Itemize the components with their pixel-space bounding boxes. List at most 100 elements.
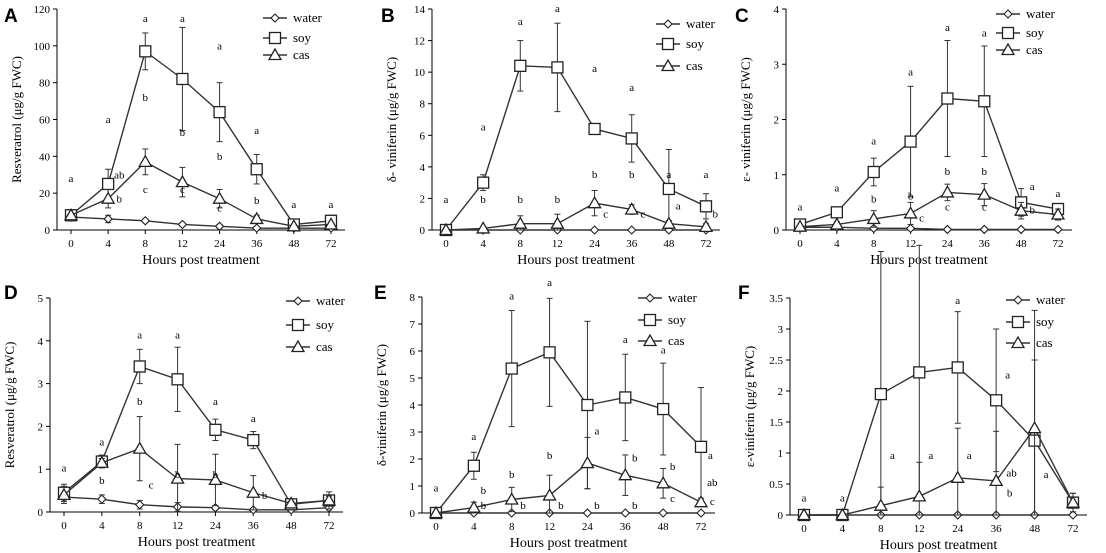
significance-letter: a (840, 492, 845, 504)
point-cas (438, 222, 454, 236)
legend-label-soy: soy (668, 312, 687, 327)
significance-letter: b (632, 453, 638, 465)
significance-letter: b (117, 193, 123, 205)
y-tick-label: 0.5 (769, 479, 783, 491)
x-axis-label: Hours post treatment (870, 253, 988, 268)
significance-letter: b (480, 194, 486, 206)
series-line-cas (435, 462, 702, 514)
x-tick-label: 12 (905, 238, 916, 250)
significance-letter: a (481, 122, 486, 134)
point-cas (212, 191, 227, 204)
y-tick-label: 3 (774, 59, 780, 71)
legend-marker-water (270, 13, 280, 23)
series-water (431, 508, 706, 518)
significance-letter: c (919, 213, 924, 225)
point-soy (467, 459, 481, 472)
y-tick-label: 0 (38, 507, 44, 519)
point-cas (504, 492, 519, 505)
point-soy (551, 61, 564, 74)
point-soy (139, 45, 152, 58)
significance-letter: a (834, 182, 839, 194)
x-tick-label: 4 (105, 238, 111, 250)
point-soy (941, 92, 954, 105)
legend-marker-water (293, 296, 303, 306)
point-cas (321, 493, 337, 506)
x-tick-label: 48 (288, 238, 300, 250)
x-tick-label: 4 (471, 521, 477, 533)
significance-letter: a (444, 194, 449, 206)
significance-letter: b (632, 500, 638, 512)
significance-letter: c (670, 493, 675, 505)
point-cas (903, 206, 918, 219)
x-tick-label: 72 (696, 521, 707, 533)
x-tick-label: 36 (251, 238, 263, 250)
significance-letter: a (802, 492, 807, 504)
point-soy (694, 440, 708, 454)
y-tick-label: 12 (414, 36, 425, 48)
point-water (942, 224, 953, 235)
y-tick-label: 2 (38, 421, 44, 433)
point-soy (505, 362, 518, 375)
legend-marker-cas (660, 58, 676, 72)
significance-letter: a (945, 22, 950, 34)
y-tick-label: 100 (34, 41, 51, 53)
series-line-cas (63, 447, 330, 505)
series-line-cas (445, 202, 707, 231)
y-tick-label: 60 (39, 115, 51, 127)
y-tick-label: 120 (34, 4, 51, 16)
point-water (140, 216, 151, 226)
significance-letter: b (908, 191, 914, 203)
point-cas (1027, 420, 1042, 434)
point-water (1068, 510, 1078, 520)
point-water (620, 508, 631, 518)
point-soy (250, 163, 263, 176)
significance-letter: b (180, 127, 186, 139)
legend-label-water: water (1036, 292, 1066, 307)
legend-marker-soy (1011, 315, 1025, 329)
x-tick-label: 0 (433, 521, 439, 533)
y-tick-label: 40 (39, 151, 51, 163)
significance-letter: b (518, 194, 524, 206)
legend: water soy cas (996, 6, 1056, 57)
significance-letter: a (329, 199, 334, 211)
significance-letter: a (890, 450, 895, 462)
point-cas (977, 187, 992, 200)
x-tick-label: 24 (214, 238, 226, 250)
y-tick-label: 6 (420, 130, 426, 142)
significance-letter: a (676, 200, 681, 212)
significance-letter: a (99, 437, 104, 449)
legend-label-cas: cas (316, 339, 333, 354)
point-soy (699, 200, 713, 213)
significance-letter: b (481, 500, 487, 512)
legend-marker-cas (1000, 42, 1016, 56)
significance-letter: a (592, 63, 597, 75)
significance-letter: a (213, 396, 218, 408)
legend-marker-soy (661, 37, 675, 51)
point-soy (176, 72, 189, 86)
series-cas (428, 436, 709, 519)
legend-label-cas: cas (686, 58, 703, 73)
significance-letter: a (254, 125, 259, 137)
point-water (134, 499, 145, 510)
series-line-soy (799, 97, 1059, 226)
significance-letter: a (509, 291, 514, 303)
point-water (626, 225, 637, 235)
panel-letter: B (381, 6, 395, 27)
point-cas (466, 500, 481, 513)
x-tick-label: 24 (210, 520, 222, 532)
legend-label-water: water (293, 10, 323, 25)
legend-label-soy: soy (316, 317, 335, 332)
legend-marker-cas (642, 333, 658, 347)
point-water (696, 508, 706, 518)
point-cas (698, 219, 714, 232)
significance-letter: a (1030, 181, 1035, 193)
point-soy (476, 176, 490, 189)
significance-letter: c (180, 184, 185, 196)
x-tick-label: 48 (658, 521, 670, 533)
point-cas (656, 475, 671, 489)
y-tick-label: 2 (774, 115, 780, 127)
x-tick-label: 24 (582, 521, 594, 533)
point-cas (693, 494, 709, 508)
legend-label-water: water (1026, 6, 1056, 21)
